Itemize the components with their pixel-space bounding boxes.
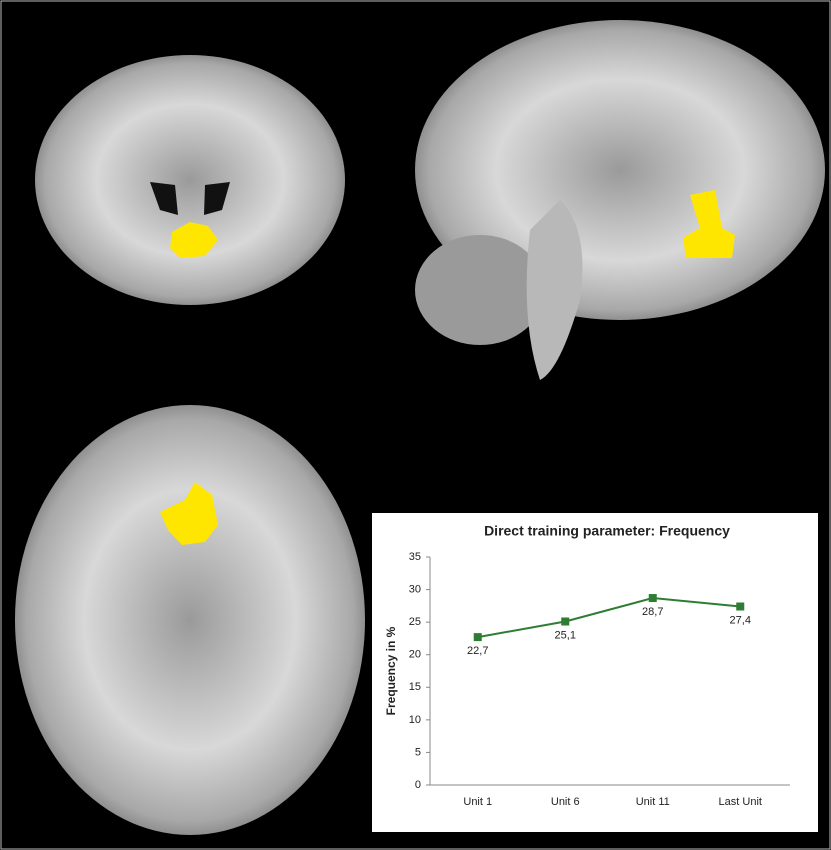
data-label: 28,7	[642, 606, 663, 618]
x-tick-label: Unit 11	[636, 796, 670, 808]
activation-blob	[170, 222, 218, 258]
data-label: 27,4	[730, 614, 751, 626]
chart-title: Direct training parameter: Frequency	[484, 523, 730, 539]
x-tick-label: Unit 1	[463, 796, 492, 808]
cerebellum	[415, 235, 545, 345]
axial-brain	[15, 405, 365, 835]
y-tick-label: 25	[409, 616, 421, 628]
y-tick-label: 0	[415, 779, 421, 791]
marker	[473, 633, 482, 642]
activation-blob	[160, 482, 218, 545]
chart-panel	[372, 513, 818, 832]
x-tick-label: Unit 6	[551, 796, 580, 808]
y-tick-label: 30	[409, 583, 421, 595]
marker	[648, 594, 657, 603]
ventricles	[150, 182, 230, 215]
coronal-brain	[35, 55, 345, 305]
line	[477, 597, 741, 639]
marker	[736, 602, 745, 611]
y-tick-label: 10	[409, 714, 421, 726]
x-tick-label: Last Unit	[719, 796, 762, 808]
y-tick-label: 15	[409, 681, 421, 693]
y-tick-label: 20	[409, 649, 421, 661]
y-axis-label: Frequency in %	[384, 626, 398, 715]
y-tick-label: 5	[415, 746, 421, 758]
marker	[561, 617, 570, 626]
data-label: 25,1	[555, 629, 576, 641]
y-tick-label: 35	[409, 551, 421, 563]
activation-blob	[683, 190, 735, 258]
brainstem	[526, 200, 583, 380]
data-label: 22,7	[467, 645, 488, 657]
